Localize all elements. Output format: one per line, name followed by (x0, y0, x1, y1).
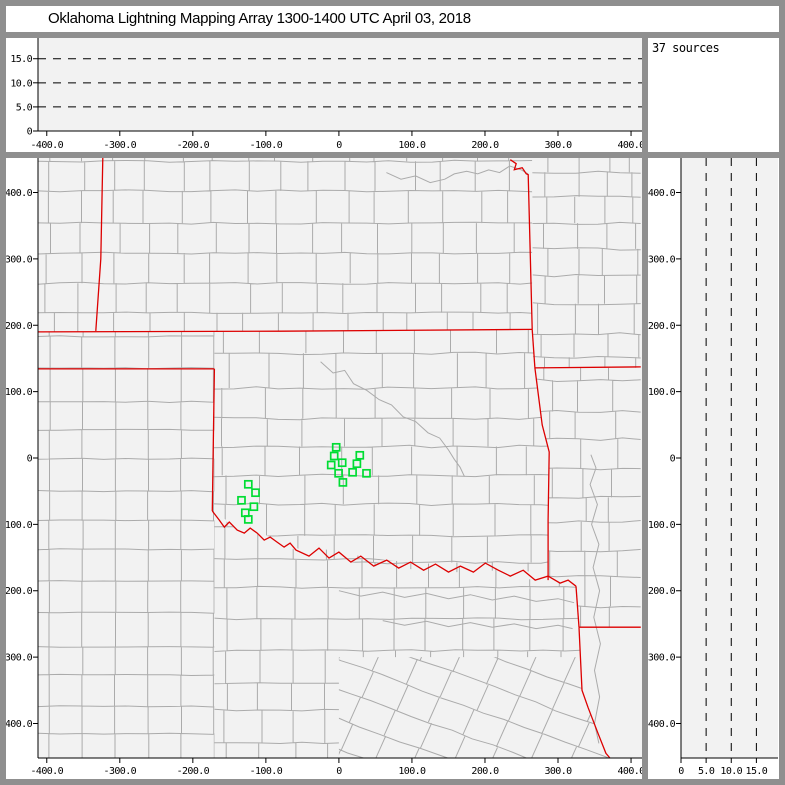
x-tick-label: 400.0 (617, 766, 642, 777)
lightning-source-marker (337, 458, 347, 468)
x-tick-label: 100.0 (398, 140, 426, 151)
lightning-source-marker (251, 488, 260, 498)
x-tick-label: 0 (336, 140, 342, 151)
y-tick-label: -400.0 (648, 719, 676, 730)
y-tick-label: -400.0 (6, 719, 33, 730)
y-tick-label: 0 (670, 454, 676, 465)
x-tick-label: 0 (678, 766, 684, 777)
altitude-ew-panel: 15.0 10.0 5.0 0 -400.0 -300.0 -200.0 -100.0 0 100… (6, 38, 642, 152)
x-tick-label: -200.0 (177, 766, 210, 777)
lightning-source-marker (352, 459, 362, 469)
lightning-source-marker (355, 450, 365, 460)
county-grid-kansas (38, 158, 533, 332)
state-border-oklahoma-arkansas (534, 367, 550, 581)
y-tick-label: 200.0 (648, 321, 676, 332)
y-tick-label: 400.0 (648, 188, 676, 199)
x-tick-label: 400.0 (617, 140, 642, 151)
lightning-source-marker (329, 451, 339, 461)
y-tick-label: -100.0 (6, 520, 33, 531)
sources-count-label: 37 sources (652, 41, 720, 55)
x-tick-label: -100.0 (250, 766, 283, 777)
y-tick-label: -200.0 (6, 586, 33, 597)
lightning-source-marker (331, 442, 341, 452)
x-tick-label: 300.0 (544, 140, 572, 151)
lightning-source-marker (243, 515, 253, 524)
plan-view-map-panel: 400.0 300.0 200.0 100.0 0 -100.0 -200.0 -300.0 -… (6, 158, 642, 779)
y-tick-label: -300.0 (648, 653, 676, 664)
altitude-ew-svg: 15.0 10.0 5.0 0 -400.0 -300.0 -200.0 -100.0 0 100… (10, 38, 642, 151)
x-tick-label: 5.0 (698, 766, 715, 777)
river-lines (320, 165, 601, 744)
state-border-red-river (211, 510, 577, 587)
x-tick-label: 100.0 (398, 766, 426, 777)
river-netx-river-2 (382, 620, 573, 630)
window-title: Oklahoma Lightning Mapping Array 1300-14… (48, 10, 471, 27)
lightning-source-marker (237, 495, 246, 505)
y-tick-label: 100.0 (6, 387, 33, 398)
state-border-kansas-oklahoma-37N (37, 328, 533, 333)
lightning-source-marker (326, 460, 336, 470)
river-arkansas-river-AR (589, 454, 601, 744)
y-tick-label: -200.0 (648, 586, 676, 597)
y-tick-label: -100.0 (648, 520, 676, 531)
y-tick-label: 300.0 (6, 254, 33, 265)
x-tick-label: 15.0 (746, 766, 768, 777)
state-border-texas-arkansas (575, 586, 580, 628)
state-border-missouri-oklahoma (531, 329, 536, 368)
state-border-texas-louisiana (578, 627, 611, 759)
river-netx-river-1 (338, 590, 575, 604)
plan-view-map-svg: 400.0 300.0 200.0 100.0 0 -100.0 -200.0 -300.0 -… (6, 158, 642, 777)
altitude-ns-panel: 400.0 300.0 200.0 100.0 0 -100.0 -200.0 -300.0 -… (648, 158, 779, 779)
plan-view-plot-area[interactable] (38, 158, 642, 758)
x-tick-label: 10.0 (720, 766, 742, 777)
x-tick-label: -400.0 (30, 766, 63, 777)
altitude-ns-svg: 400.0 300.0 200.0 100.0 0 -100.0 -200.0 -300.0 -… (648, 158, 778, 777)
y-tick-label: -300.0 (6, 653, 33, 664)
x-tick-label: 200.0 (471, 766, 499, 777)
lightning-source-marker (334, 468, 343, 478)
river-arkansas-river-OK (320, 361, 465, 477)
y-tick-label: 5.0 (16, 102, 33, 113)
lightning-sources (237, 442, 371, 524)
x-tick-label: -100.0 (250, 140, 283, 151)
altitude-ns-plot-area[interactable] (681, 158, 778, 758)
sources-count-panel: 37 sources (648, 38, 779, 152)
altitude-ew-plot-area[interactable] (38, 38, 642, 131)
y-tick-label: 10.0 (10, 78, 32, 89)
county-grid-west-panhandle (38, 331, 215, 758)
lightning-source-marker (249, 502, 259, 512)
county-grid-missouri (532, 158, 641, 368)
state-border-missouri-arkansas-36.5N (534, 366, 641, 369)
state-border-kansas-missouri (509, 159, 533, 330)
x-tick-label: 300.0 (544, 766, 572, 777)
x-tick-label: -300.0 (104, 766, 137, 777)
y-tick-label: 100.0 (648, 387, 676, 398)
x-tick-label: -200.0 (177, 140, 210, 151)
y-tick-label: 0 (27, 127, 33, 138)
y-tick-label: 0 (27, 454, 33, 465)
lightning-source-marker (243, 479, 253, 489)
lightning-source-marker (348, 467, 357, 477)
lightning-source-marker (338, 478, 348, 487)
y-tick-label: 200.0 (6, 321, 33, 332)
state-border-colorado-kansas (95, 158, 104, 331)
lightning-source-marker (362, 468, 371, 478)
x-tick-label: -300.0 (104, 140, 137, 151)
x-tick-label: 0 (336, 766, 342, 777)
state-borders (37, 158, 641, 759)
river-kansas-river (386, 165, 529, 184)
y-tick-label: 300.0 (648, 254, 676, 265)
y-tick-label: 400.0 (6, 188, 33, 199)
y-tick-label: 15.0 (10, 54, 32, 65)
title-bar: Oklahoma Lightning Mapping Array 1300-14… (6, 6, 779, 32)
x-tick-label: 200.0 (471, 140, 499, 151)
x-tick-label: -400.0 (30, 140, 63, 151)
state-border-texas-oklahoma-100W (211, 368, 216, 512)
